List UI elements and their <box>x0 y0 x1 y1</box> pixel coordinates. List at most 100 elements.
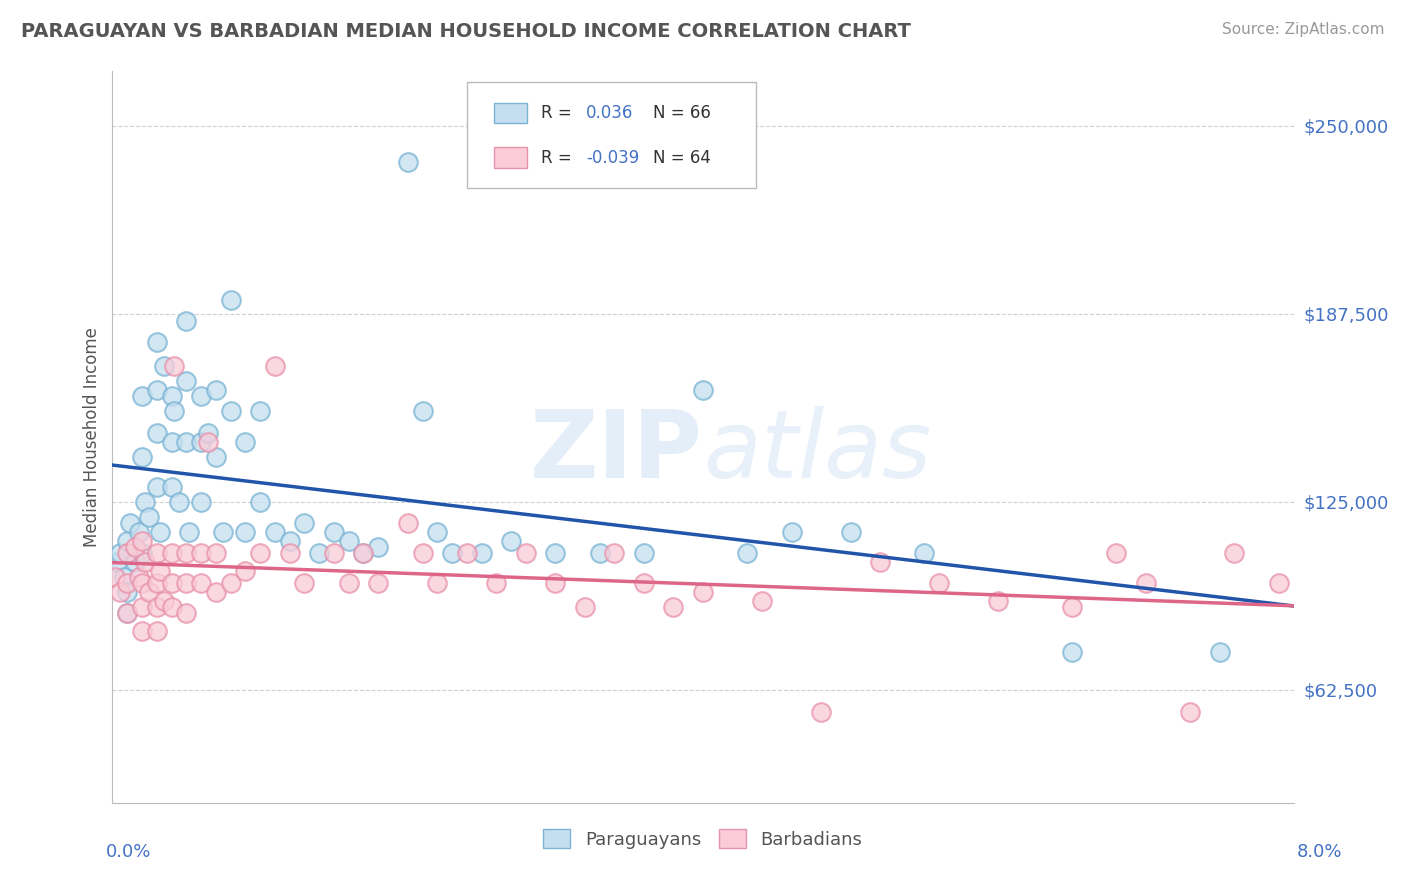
FancyBboxPatch shape <box>494 103 527 123</box>
Point <box>323 546 346 560</box>
Text: N = 64: N = 64 <box>654 149 711 167</box>
Point <box>249 404 271 418</box>
Text: 0.0%: 0.0% <box>105 843 150 861</box>
Point <box>839 524 862 539</box>
Point <box>278 533 301 548</box>
Point <box>1178 706 1201 720</box>
Text: ZIP: ZIP <box>530 406 703 498</box>
Point <box>163 359 186 374</box>
Point <box>396 516 419 530</box>
Point <box>138 585 160 599</box>
Point <box>179 524 201 539</box>
Point <box>174 375 197 389</box>
Point <box>869 555 891 569</box>
Point <box>160 576 183 591</box>
Text: 8.0%: 8.0% <box>1298 843 1343 861</box>
Point <box>149 564 172 578</box>
Point <box>396 154 419 169</box>
Point <box>1062 600 1084 615</box>
Point <box>146 576 169 591</box>
Point <box>174 606 197 620</box>
Point <box>603 546 626 560</box>
Point <box>146 624 169 639</box>
Point <box>219 576 242 591</box>
Point <box>205 546 228 560</box>
Point <box>323 524 346 539</box>
Point <box>131 600 153 615</box>
Point <box>692 585 714 599</box>
Point <box>367 576 389 591</box>
Point <box>190 495 212 509</box>
Point <box>1062 645 1084 659</box>
Point <box>160 389 183 403</box>
Point <box>412 404 434 418</box>
Point <box>264 524 287 539</box>
Text: R =: R = <box>541 104 578 122</box>
Point <box>588 546 610 560</box>
Text: PARAGUAYAN VS BARBADIAN MEDIAN HOUSEHOLD INCOME CORRELATION CHART: PARAGUAYAN VS BARBADIAN MEDIAN HOUSEHOLD… <box>21 22 911 41</box>
Point <box>117 606 138 620</box>
Point <box>160 600 183 615</box>
Point <box>515 546 537 560</box>
Point <box>337 576 360 591</box>
Point <box>138 509 160 524</box>
Point <box>205 384 228 398</box>
Text: R =: R = <box>541 149 578 167</box>
Legend: Paraguayans, Barbadians: Paraguayans, Barbadians <box>536 822 870 856</box>
Text: Source: ZipAtlas.com: Source: ZipAtlas.com <box>1222 22 1385 37</box>
Point <box>190 389 212 403</box>
Point <box>153 594 176 608</box>
Text: 0.036: 0.036 <box>586 104 634 122</box>
Point <box>544 576 567 591</box>
Point <box>174 576 197 591</box>
Point <box>117 606 138 620</box>
Point <box>117 585 138 599</box>
Point <box>149 524 172 539</box>
Point <box>1223 546 1246 560</box>
Y-axis label: Median Household Income: Median Household Income <box>83 327 101 547</box>
Point <box>104 570 127 584</box>
Point <box>146 335 169 350</box>
Point <box>108 546 131 560</box>
Point <box>737 546 759 560</box>
Point <box>337 533 360 548</box>
Point <box>134 495 156 509</box>
Point <box>160 434 183 449</box>
Point <box>124 555 146 569</box>
Point <box>426 524 449 539</box>
Point <box>212 524 235 539</box>
Point <box>352 546 374 560</box>
Point <box>249 546 271 560</box>
Point <box>928 576 950 591</box>
Point <box>367 540 389 554</box>
Point <box>1105 546 1128 560</box>
Point <box>456 546 478 560</box>
Point <box>112 570 135 584</box>
Point <box>633 576 655 591</box>
Point <box>190 434 212 449</box>
Point <box>1135 576 1157 591</box>
Point <box>412 546 434 560</box>
Point <box>163 404 186 418</box>
Point <box>120 516 142 530</box>
Point <box>292 576 315 591</box>
Point <box>146 384 169 398</box>
Point <box>441 546 464 560</box>
Point <box>146 425 169 440</box>
Point <box>131 624 153 639</box>
Text: -0.039: -0.039 <box>586 149 640 167</box>
Point <box>105 555 128 569</box>
Point <box>987 594 1010 608</box>
Point <box>308 546 330 560</box>
Point <box>501 533 523 548</box>
Point <box>153 359 176 374</box>
Point <box>264 359 287 374</box>
Point <box>219 404 242 418</box>
FancyBboxPatch shape <box>494 147 527 168</box>
Point <box>219 293 242 307</box>
Point <box>128 570 150 584</box>
Point <box>662 600 685 615</box>
Point <box>233 564 256 578</box>
Point <box>174 314 197 328</box>
Point <box>117 546 138 560</box>
